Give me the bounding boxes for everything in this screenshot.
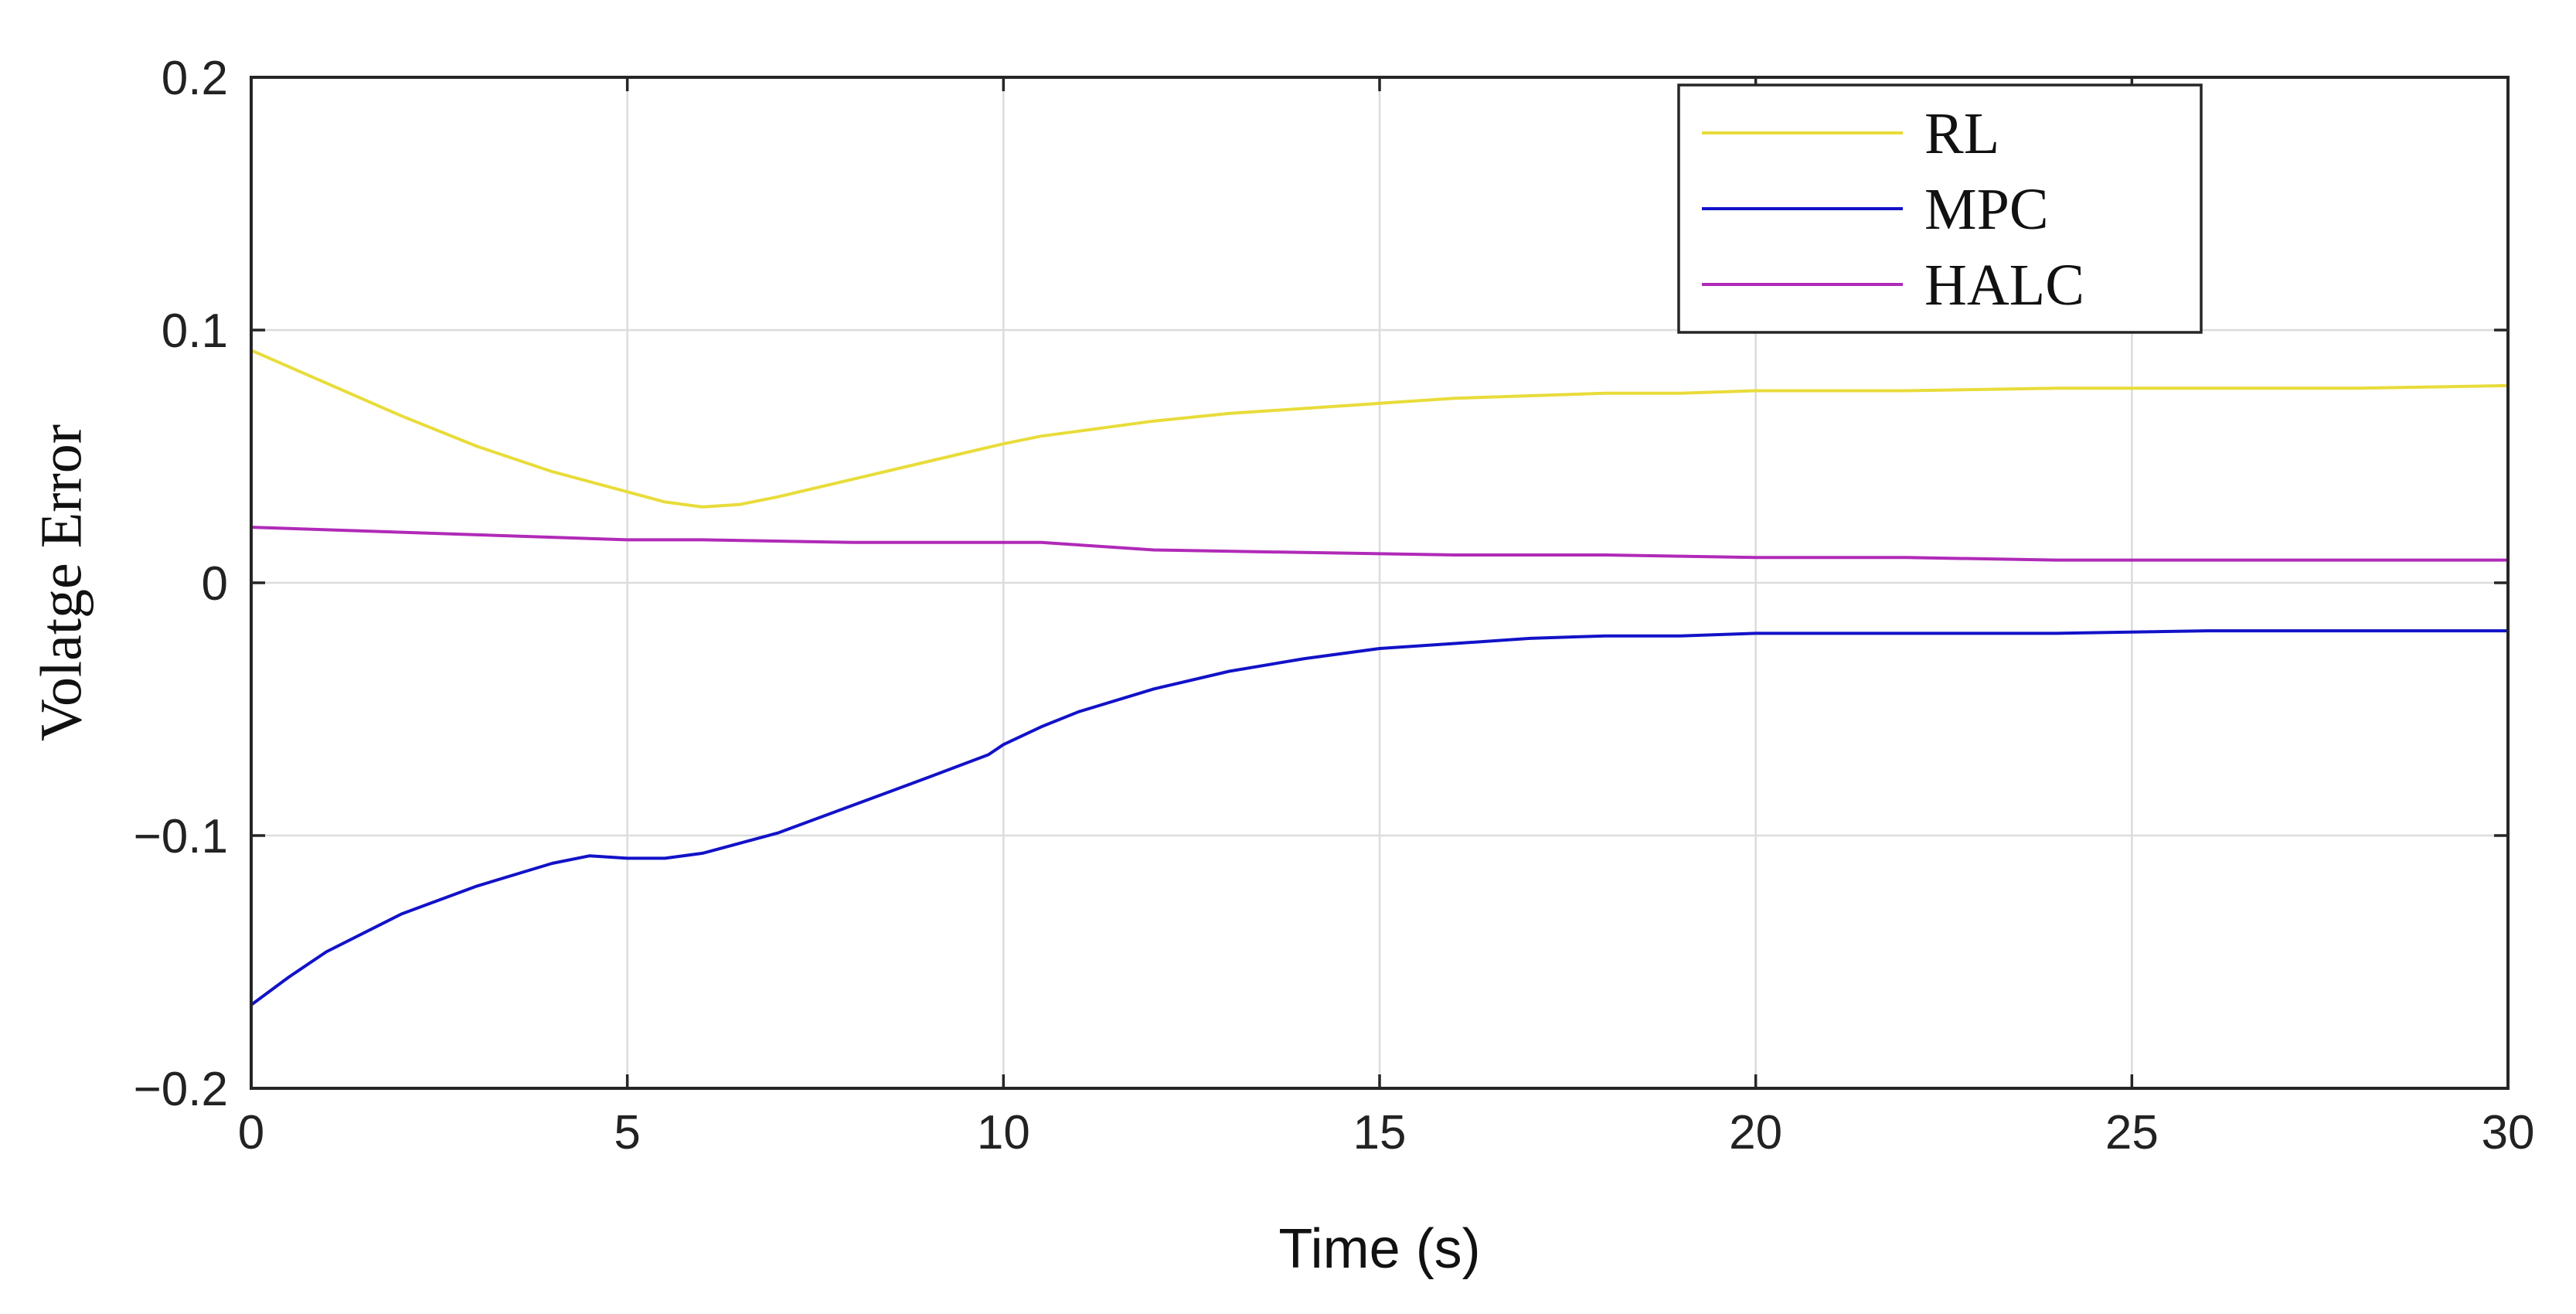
x-tick-label: 30 bbox=[2482, 1106, 2535, 1159]
y-axis-label: Volatge Error bbox=[29, 424, 94, 741]
y-tick-label: 0.2 bbox=[162, 52, 228, 105]
x-tick-label: 5 bbox=[614, 1106, 640, 1159]
x-tick-label: 15 bbox=[1353, 1106, 1407, 1159]
y-tick-label: −0.2 bbox=[134, 1063, 228, 1116]
legend-label-rl: RL bbox=[1924, 101, 1999, 166]
y-tick-label: 0.1 bbox=[162, 305, 228, 358]
x-tick-label: 10 bbox=[977, 1106, 1030, 1159]
x-tick-label: 0 bbox=[238, 1106, 264, 1159]
tick-labels: 0 5 10 15 20 25 30 −0.2 −0.1 0 0.1 0.2 bbox=[134, 52, 2535, 1159]
x-tick-label: 20 bbox=[1729, 1106, 1782, 1159]
legend-label-mpc: MPC bbox=[1924, 177, 2049, 242]
legend-entries: RL MPC HALC bbox=[1702, 101, 2084, 318]
legend-label-halc: HALC bbox=[1924, 253, 2084, 318]
series-lines bbox=[250, 349, 2510, 1007]
series-line-halc bbox=[250, 526, 2510, 562]
x-axis-label: Time (s) bbox=[1278, 1218, 1480, 1280]
series-line-mpc bbox=[250, 629, 2510, 1007]
series-line-rl bbox=[250, 349, 2510, 509]
y-tick-label: −0.1 bbox=[134, 810, 228, 863]
legend: RL MPC HALC bbox=[1677, 83, 2203, 334]
x-tick-label: 25 bbox=[2105, 1106, 2159, 1159]
y-tick-label: 0 bbox=[202, 557, 228, 611]
axis-ticks bbox=[250, 76, 2510, 1090]
